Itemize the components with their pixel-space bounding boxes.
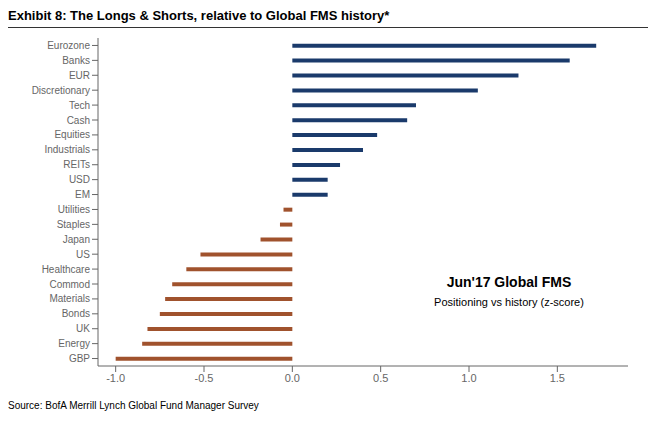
svg-text:1.0: 1.0 — [461, 372, 476, 384]
svg-text:EUR: EUR — [69, 70, 90, 81]
svg-text:0.5: 0.5 — [373, 372, 388, 384]
svg-text:Discretionary: Discretionary — [32, 85, 90, 96]
svg-text:Staples: Staples — [57, 219, 90, 230]
svg-text:Industrials: Industrials — [44, 144, 90, 155]
svg-text:1.5: 1.5 — [550, 372, 565, 384]
svg-text:Banks: Banks — [62, 55, 90, 66]
html-text:Positioning vs history (z-scor: Positioning vs history (z-score) — [434, 296, 584, 308]
svg-text:Commod: Commod — [49, 279, 90, 290]
html-text:Source: BofA Merrill Lynch Glo: Source: BofA Merrill Lynch Global Fund M… — [8, 400, 259, 411]
svg-text:Eurozone: Eurozone — [47, 40, 90, 51]
svg-text:EM: EM — [75, 189, 90, 200]
svg-text:Bonds: Bonds — [62, 308, 90, 319]
svg-text:Tech: Tech — [69, 100, 90, 111]
svg-text:UK: UK — [76, 323, 90, 334]
svg-text:Cash: Cash — [67, 115, 90, 126]
svg-text:Materials: Materials — [49, 293, 90, 304]
svg-text:Healthcare: Healthcare — [42, 264, 91, 275]
svg-text:Equities: Equities — [54, 129, 90, 140]
svg-text:-1.0: -1.0 — [106, 372, 125, 384]
svg-text:Japan: Japan — [63, 234, 90, 245]
svg-text:REITs: REITs — [63, 159, 90, 170]
svg-text:-0.5: -0.5 — [195, 372, 214, 384]
svg-text:0.0: 0.0 — [285, 372, 300, 384]
svg-text:US: US — [76, 249, 90, 260]
svg-text:Utilities: Utilities — [58, 204, 90, 215]
svg-text:USD: USD — [69, 174, 90, 185]
svg-text:Energy: Energy — [58, 338, 90, 349]
svg-text:GBP: GBP — [69, 353, 90, 364]
html-text:Exhibit 8: The Longs & Shorts,: Exhibit 8: The Longs & Shorts, relative … — [8, 8, 390, 23]
html-text:Jun'17 Global FMS: Jun'17 Global FMS — [446, 274, 572, 290]
